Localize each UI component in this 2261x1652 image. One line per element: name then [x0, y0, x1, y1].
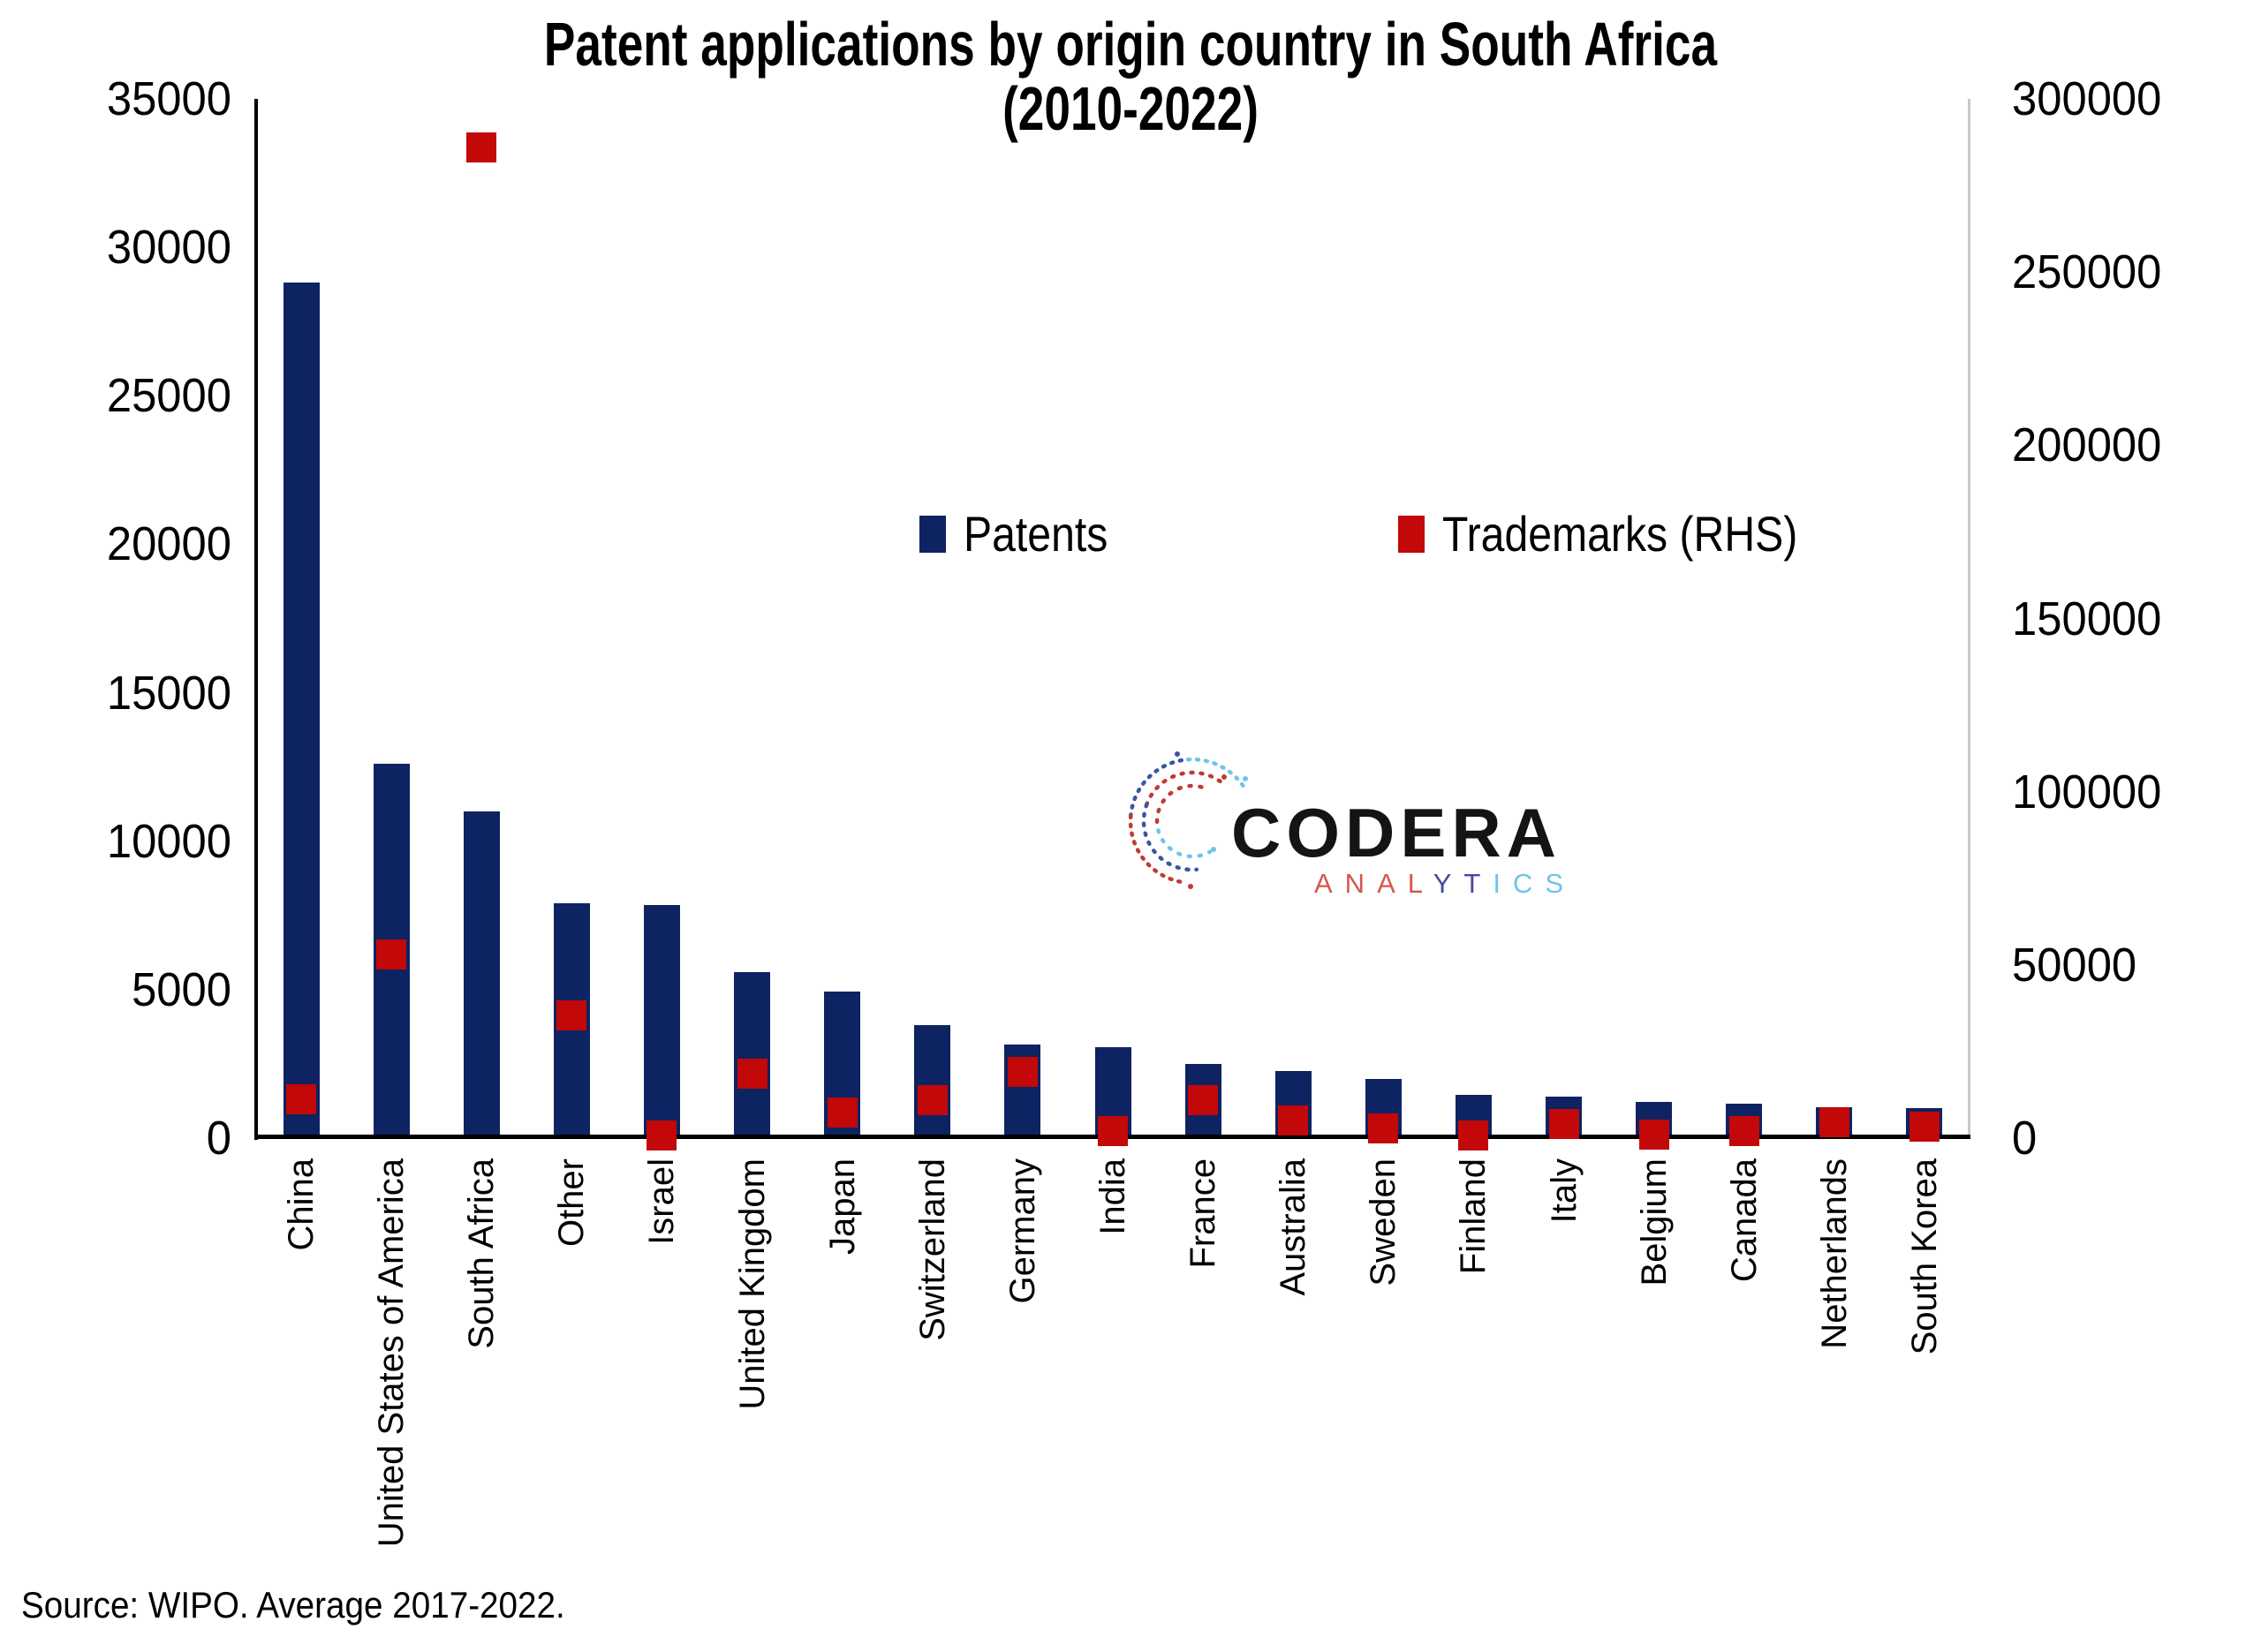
trademarks-marker-france: [1188, 1084, 1219, 1115]
chart-title-line2: (2010-2022): [1002, 73, 1259, 143]
y-axis-line-left: [254, 99, 258, 1140]
trademarks-marker-germany: [1007, 1057, 1038, 1088]
category-label-belgium: Belgium: [1634, 1158, 1674, 1286]
left-axis-tick-30000: 30000: [106, 221, 231, 275]
trademarks-marker-finland: [1458, 1120, 1489, 1150]
chart-title: Patent applications by origin country in…: [0, 12, 2261, 141]
category-label-finland: Finland: [1454, 1158, 1493, 1275]
right-axis-tick-100000: 100000: [2012, 765, 2162, 818]
patents-bar-south-africa: [463, 811, 500, 1138]
category-label-netherlands: Netherlands: [1814, 1158, 1854, 1349]
left-axis-tick-15000: 15000: [106, 666, 231, 720]
right-axis-tick-250000: 250000: [2012, 245, 2162, 299]
right-axis-tick-150000: 150000: [2012, 592, 2162, 645]
left-axis-tick-0: 0: [206, 1112, 231, 1165]
trademarks-marker-canada: [1728, 1115, 1759, 1146]
y-axis-line-right: [1968, 99, 1970, 1138]
trademarks-swatch-icon: [1398, 515, 1425, 553]
patents-bar-israel: [643, 905, 680, 1138]
category-label-united-states-of-america: United States of America: [372, 1158, 412, 1548]
category-label-south-korea: South Korea: [1904, 1158, 1944, 1355]
category-label-sweden: Sweden: [1364, 1158, 1403, 1286]
category-label-israel: Israel: [642, 1158, 682, 1245]
logo-subtitle: ANALYTICS: [1314, 868, 1576, 899]
logo-wordmark: CODERA: [1231, 794, 1562, 871]
category-label-japan: Japan: [822, 1158, 862, 1255]
trademarks-marker-switzerland: [917, 1084, 948, 1115]
category-label-switzerland: Switzerland: [912, 1158, 952, 1341]
trademarks-marker-south-korea: [1909, 1112, 1940, 1143]
legend-label-trademarks: Trademarks (RHS): [1442, 506, 1798, 562]
left-axis-tick-35000: 35000: [106, 72, 231, 125]
left-axis-tick-20000: 20000: [106, 517, 231, 571]
patents-swatch-icon: [919, 515, 946, 553]
trademarks-marker-japan: [827, 1097, 858, 1128]
right-axis-tick-300000: 300000: [2012, 72, 2162, 125]
right-axis-tick-200000: 200000: [2012, 419, 2162, 472]
category-label-france: France: [1183, 1158, 1223, 1269]
category-label-australia: Australia: [1274, 1158, 1313, 1296]
left-axis-tick-5000: 5000: [132, 962, 231, 1016]
trademarks-marker-united-states-of-america: [376, 939, 407, 970]
category-label-germany: Germany: [1002, 1158, 1042, 1304]
category-label-india: India: [1093, 1158, 1132, 1235]
trademarks-marker-israel: [647, 1120, 677, 1151]
category-label-canada: Canada: [1724, 1158, 1764, 1283]
right-axis-tick-50000: 50000: [2012, 938, 2137, 992]
trademarks-marker-united-kingdom: [737, 1059, 768, 1090]
trademarks-marker-sweden: [1368, 1113, 1399, 1144]
trademarks-marker-belgium: [1638, 1119, 1669, 1150]
legend-item-trademarks: Trademarks (RHS): [1398, 505, 1856, 562]
legend-label-patents: Patents: [964, 506, 1108, 562]
legend-item-patents: Patents: [919, 505, 1131, 562]
logo-network-arc-icon: [1129, 751, 1248, 889]
patents-bar-china: [283, 283, 320, 1138]
category-label-other: Other: [552, 1158, 592, 1248]
chart-title-line1: Patent applications by origin country in…: [543, 10, 1718, 79]
trademarks-marker-australia: [1278, 1105, 1309, 1135]
category-label-china: China: [282, 1158, 321, 1251]
category-label-italy: Italy: [1544, 1158, 1584, 1224]
left-axis-tick-10000: 10000: [106, 814, 231, 868]
right-axis-tick-0: 0: [2012, 1112, 2038, 1165]
codera-logo: CODERA ANALYTICS: [1129, 751, 1576, 899]
category-label-united-kingdom: United Kingdom: [732, 1158, 772, 1410]
trademarks-marker-south-africa: [466, 132, 497, 162]
source-note: Source: WIPO. Average 2017-2022.: [21, 1584, 565, 1626]
trademarks-marker-other: [556, 999, 587, 1030]
trademarks-marker-india: [1098, 1116, 1128, 1147]
patents-bar-switzerland: [914, 1025, 951, 1138]
category-label-south-africa: South Africa: [462, 1158, 502, 1349]
trademarks-marker-netherlands: [1819, 1106, 1849, 1137]
trademarks-marker-china: [286, 1084, 317, 1115]
trademarks-marker-italy: [1548, 1108, 1579, 1139]
patents-bar-united-kingdom: [734, 971, 771, 1138]
left-axis-tick-25000: 25000: [106, 369, 231, 423]
